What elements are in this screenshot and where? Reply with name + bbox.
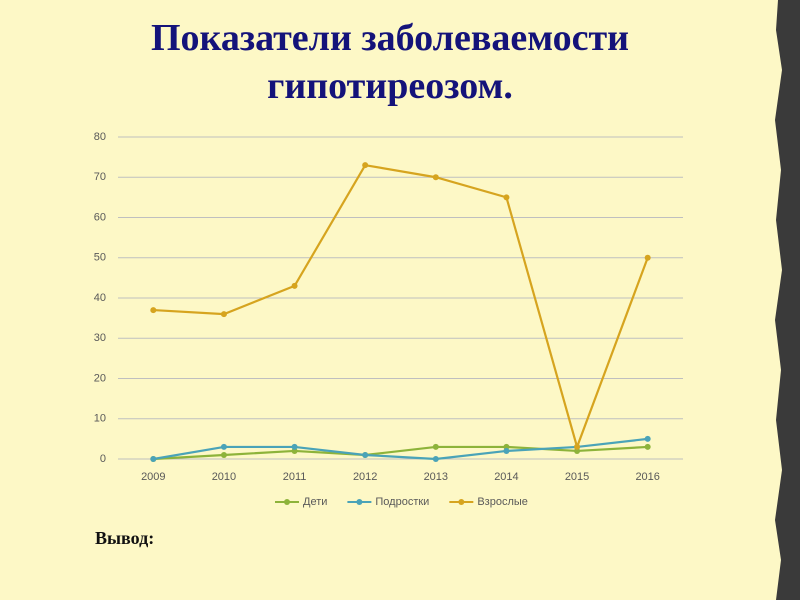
legend-marker [284, 499, 290, 505]
point [291, 282, 298, 289]
point [644, 435, 651, 442]
x-tick-label: 2009 [141, 471, 165, 483]
point [220, 443, 227, 450]
point [220, 451, 227, 458]
series-line [153, 163, 649, 451]
y-tick-label: 70 [94, 171, 106, 183]
point [503, 447, 510, 454]
legend-marker [356, 499, 363, 505]
point [503, 194, 510, 201]
y-tick-label: 0 [100, 453, 106, 465]
legend-marker [458, 499, 465, 505]
x-tick-label: 2011 [283, 471, 307, 483]
point [362, 451, 369, 458]
legend-label: Взрослые [477, 496, 528, 508]
y-tick-label: 50 [94, 252, 106, 264]
series-line [153, 437, 648, 461]
series-line [153, 445, 648, 461]
point [362, 162, 369, 169]
y-tick-label: 10 [94, 413, 106, 425]
y-tick-label: 60 [94, 211, 106, 223]
legend-label: Подростки [375, 496, 429, 508]
conclusion: Вывод: [95, 528, 155, 548]
point [432, 443, 439, 450]
legend-label: Дети [303, 496, 327, 508]
x-tick-label: 2016 [635, 471, 659, 483]
point [644, 443, 651, 450]
y-tick-label: 80 [94, 131, 106, 143]
point [432, 174, 439, 181]
x-tick-label: 2010 [212, 471, 236, 483]
point [150, 307, 157, 314]
x-tick-label: 2014 [494, 471, 518, 483]
y-tick-label: 20 [94, 372, 106, 384]
x-tick-label: 2013 [424, 471, 448, 483]
slide-title: Показатели заболеваемости гипотиреозом. [150, 17, 630, 107]
point [291, 443, 298, 450]
point [150, 456, 157, 462]
torn-edge [775, 0, 800, 600]
x-tick-label: 2012 [353, 471, 377, 483]
point [644, 254, 651, 261]
point [574, 443, 581, 450]
x-tick-label: 2015 [565, 471, 589, 483]
point [220, 311, 227, 318]
y-tick-label: 30 [94, 332, 106, 344]
point [432, 456, 439, 462]
y-tick-label: 40 [94, 292, 106, 304]
